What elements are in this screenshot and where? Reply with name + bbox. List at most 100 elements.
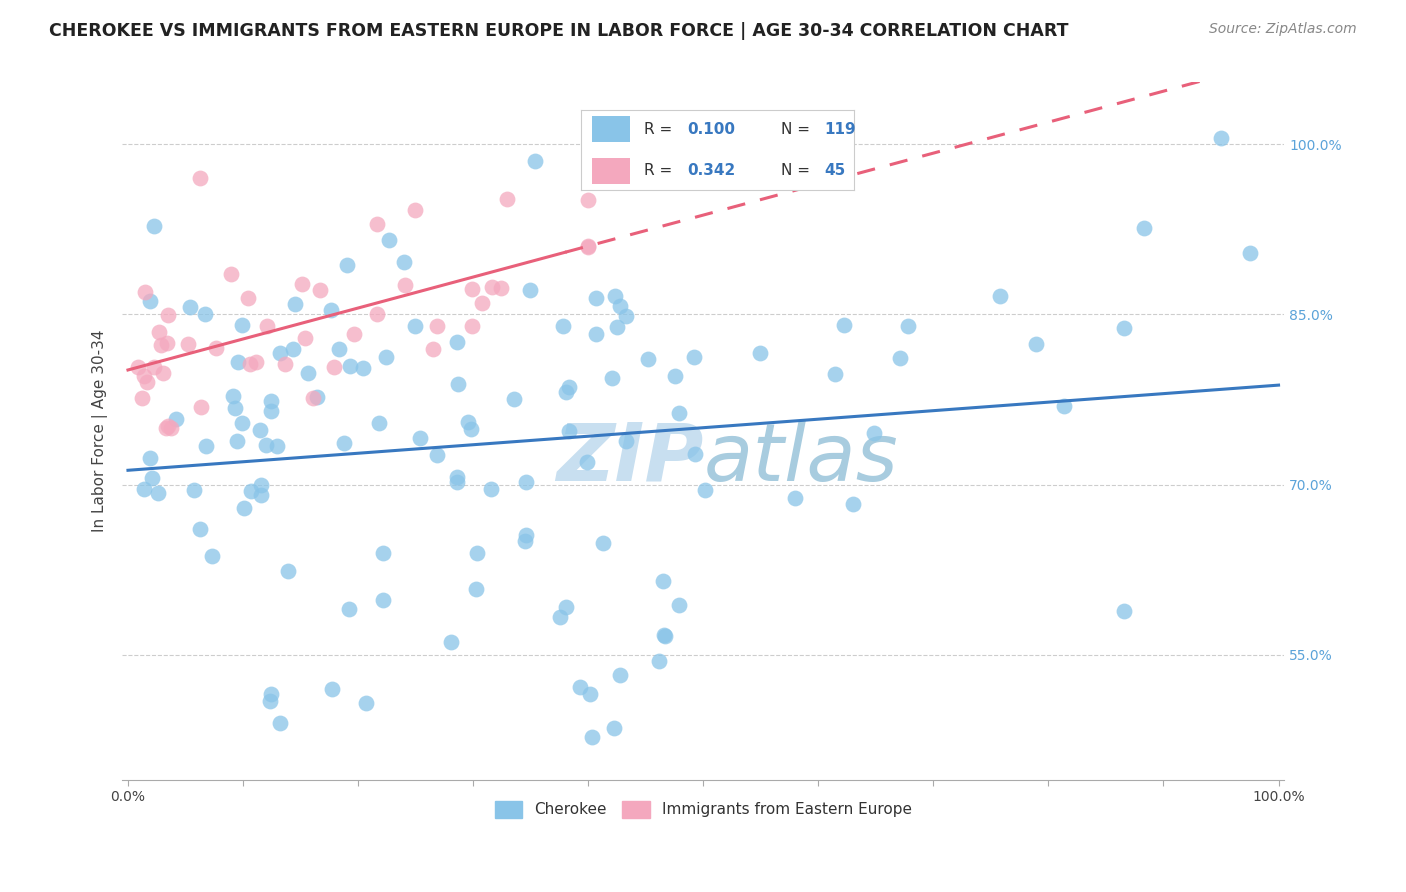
Point bbox=[183, 483, 205, 497]
Point bbox=[503, 392, 526, 407]
Point bbox=[323, 359, 346, 374]
Point bbox=[250, 478, 273, 492]
Point bbox=[135, 375, 157, 389]
Point bbox=[352, 361, 374, 376]
Point bbox=[204, 341, 226, 355]
Point bbox=[862, 425, 884, 440]
Point bbox=[260, 687, 283, 701]
Point bbox=[231, 318, 253, 332]
Point bbox=[576, 193, 599, 207]
Point bbox=[179, 300, 201, 314]
Point bbox=[447, 376, 470, 391]
Point bbox=[283, 297, 305, 311]
Point bbox=[266, 439, 288, 453]
Point bbox=[307, 390, 329, 404]
Point bbox=[609, 300, 631, 314]
Point bbox=[134, 368, 156, 383]
Point bbox=[156, 419, 179, 434]
Point bbox=[523, 154, 546, 169]
Point bbox=[842, 496, 865, 510]
Point bbox=[283, 342, 305, 356]
Point bbox=[301, 391, 323, 405]
Point bbox=[685, 447, 707, 461]
Point bbox=[127, 359, 149, 374]
Point bbox=[368, 416, 391, 430]
Point bbox=[409, 432, 432, 446]
Point bbox=[481, 280, 503, 294]
Point bbox=[236, 291, 259, 305]
Point bbox=[1025, 337, 1047, 351]
Point bbox=[131, 391, 153, 405]
Point bbox=[224, 401, 246, 416]
Point bbox=[277, 565, 299, 579]
Point bbox=[614, 434, 637, 448]
Point bbox=[551, 318, 574, 333]
Point bbox=[225, 434, 247, 449]
Point bbox=[269, 346, 291, 360]
Point bbox=[664, 368, 686, 383]
Point bbox=[1112, 604, 1135, 618]
Point bbox=[366, 307, 388, 321]
Point bbox=[579, 687, 602, 701]
Point bbox=[683, 350, 706, 364]
Point bbox=[558, 424, 581, 438]
Point bbox=[132, 482, 155, 496]
Point bbox=[219, 267, 242, 281]
Point bbox=[143, 219, 166, 233]
Point bbox=[832, 318, 855, 332]
Point bbox=[988, 289, 1011, 303]
Point bbox=[160, 421, 183, 435]
Point bbox=[668, 407, 690, 421]
Point bbox=[404, 203, 426, 218]
Point bbox=[394, 277, 416, 292]
Point bbox=[260, 403, 283, 417]
Point bbox=[457, 415, 479, 429]
Point bbox=[269, 716, 291, 731]
Point bbox=[1211, 131, 1233, 145]
Point bbox=[479, 482, 502, 496]
Point bbox=[138, 451, 160, 466]
Point bbox=[695, 483, 717, 497]
Point bbox=[335, 258, 357, 272]
Point bbox=[515, 528, 537, 542]
Point bbox=[249, 423, 271, 437]
Point bbox=[470, 296, 492, 310]
Point bbox=[783, 491, 806, 505]
Point bbox=[558, 380, 581, 394]
Point bbox=[245, 355, 267, 369]
Point bbox=[256, 319, 278, 334]
Point bbox=[600, 371, 623, 385]
Point bbox=[515, 534, 537, 549]
Point bbox=[392, 255, 415, 269]
Point bbox=[1112, 321, 1135, 335]
Point bbox=[668, 598, 690, 612]
Point bbox=[291, 277, 314, 291]
Point bbox=[337, 602, 360, 616]
Point bbox=[426, 448, 449, 462]
Point bbox=[254, 437, 277, 451]
Text: ZIP: ZIP bbox=[555, 419, 703, 498]
Point bbox=[339, 359, 361, 373]
Point bbox=[371, 546, 394, 560]
Point bbox=[222, 389, 245, 403]
Point bbox=[581, 731, 603, 745]
Point bbox=[749, 346, 772, 360]
Point bbox=[231, 416, 253, 430]
Point bbox=[824, 367, 846, 381]
Point bbox=[297, 367, 319, 381]
Point bbox=[606, 320, 628, 334]
Point bbox=[233, 500, 256, 515]
Point bbox=[188, 522, 211, 536]
Point bbox=[489, 281, 512, 295]
Point bbox=[637, 352, 659, 367]
Point bbox=[156, 308, 179, 322]
Point bbox=[155, 421, 177, 435]
Point bbox=[333, 435, 356, 450]
Point bbox=[149, 337, 172, 351]
Point bbox=[440, 635, 463, 649]
Point bbox=[654, 629, 676, 643]
Point bbox=[652, 628, 675, 642]
Point bbox=[460, 422, 482, 436]
Point bbox=[426, 319, 449, 334]
Point bbox=[602, 721, 624, 735]
